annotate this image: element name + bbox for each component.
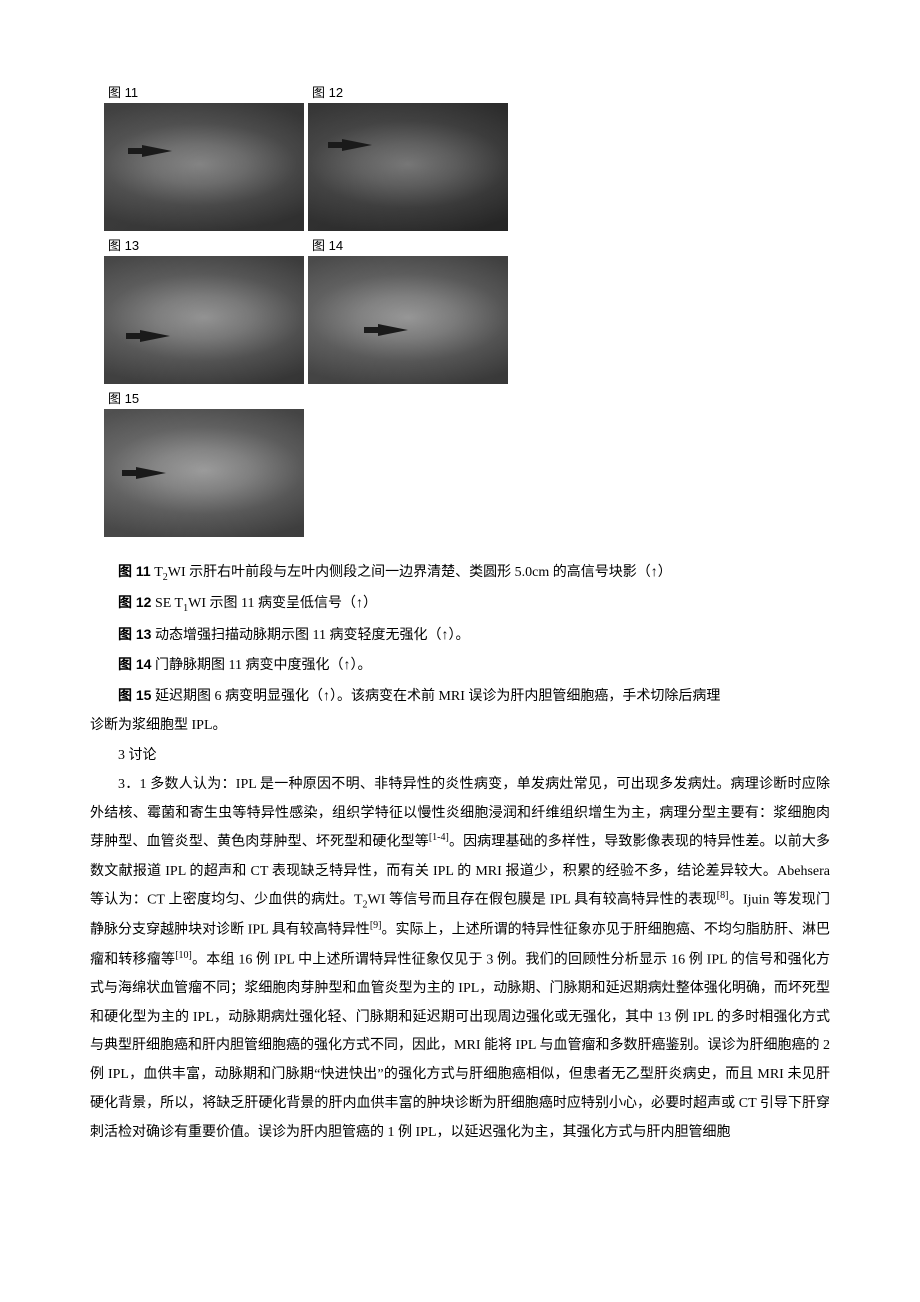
caption-11-t1: T [151, 565, 163, 580]
figure-15-image [104, 409, 304, 537]
caption-13: 图 13 动态增强扫描动脉期示图 11 病变轻度无强化（↑）。 [90, 620, 830, 651]
caption-15-b: 诊断为浆细胞型 IPL。 [90, 712, 830, 741]
p31-c: WI 等信号而且存在假包膜是 IPL 具有较高特异性的表现 [368, 893, 717, 908]
figure-row-1: 图 11 图 12 [104, 80, 830, 231]
figure-13-label: 图 13 [104, 233, 304, 256]
caption-14: 图 14 门静脉期图 11 病变中度强化（↑）。 [90, 650, 830, 681]
figure-14: 图 14 [308, 233, 508, 384]
figure-13: 图 13 [104, 233, 304, 384]
paragraph-3-1: 3．1 多数人认为：IPL 是一种原因不明、非特异性的炎性病变，单发病灶常见，可… [90, 771, 830, 1147]
arrow-icon [378, 324, 408, 336]
figure-13-image [104, 256, 304, 384]
caption-15-text-b: 诊断为浆细胞型 IPL。 [90, 718, 227, 733]
figure-12: 图 12 [308, 80, 508, 231]
figure-11-label: 图 11 [104, 80, 304, 103]
arrow-icon [142, 145, 172, 157]
figure-row-3: 图 15 [104, 386, 830, 537]
figure-captions: 图 11 T2WI 示肝右叶前段与左叶内侧段之间一边界清楚、类圆形 5.0cm … [90, 557, 830, 740]
figure-14-label: 图 14 [308, 233, 508, 256]
discussion-section: 3 讨论 3．1 多数人认为：IPL 是一种原因不明、非特异性的炎性病变，单发病… [90, 742, 830, 1147]
caption-13-label: 图 13 [118, 626, 151, 642]
caption-12-t2: WI 示图 11 病变呈低信号（↑） [188, 596, 377, 611]
caption-15-text-a: 延迟期图 6 病变明显强化（↑）。该病变在术前 MRI 误诊为肝内胆管细胞癌，手… [151, 689, 720, 704]
cite-sup-9: [9] [370, 920, 382, 931]
figure-12-label: 图 12 [308, 80, 508, 103]
arrow-icon [140, 330, 170, 342]
figure-grid: 图 11 图 12 图 13 图 14 [104, 80, 830, 537]
caption-11-label: 图 11 [118, 563, 151, 579]
cite-sup-8: [8] [717, 890, 729, 901]
section-heading: 3 讨论 [90, 742, 830, 771]
figure-15-label: 图 15 [104, 386, 304, 409]
arrow-icon [342, 139, 372, 151]
figure-11-image [104, 103, 304, 231]
figure-15: 图 15 [104, 386, 304, 537]
figure-12-image [308, 103, 508, 231]
caption-14-text: 门静脉期图 11 病变中度强化（↑）。 [151, 658, 371, 673]
page-root: 图 11 图 12 图 13 图 14 [0, 0, 920, 1207]
caption-11: 图 11 T2WI 示肝右叶前段与左叶内侧段之间一边界清楚、类圆形 5.0cm … [90, 557, 830, 588]
caption-15-label: 图 15 [118, 687, 151, 703]
caption-12-label: 图 12 [118, 594, 151, 610]
arrow-icon [136, 467, 166, 479]
caption-11-t2: WI 示肝右叶前段与左叶内侧段之间一边界清楚、类圆形 5.0cm 的高信号块影（… [168, 565, 672, 580]
figure-11: 图 11 [104, 80, 304, 231]
section-heading-text: 3 讨论 [118, 748, 157, 763]
caption-15-a: 图 15 延迟期图 6 病变明显强化（↑）。该病变在术前 MRI 误诊为肝内胆管… [90, 681, 830, 712]
caption-12: 图 12 SE T1WI 示图 11 病变呈低信号（↑） [90, 588, 830, 619]
caption-14-label: 图 14 [118, 656, 151, 672]
figure-row-2: 图 13 图 14 [104, 233, 830, 384]
figure-14-image [308, 256, 508, 384]
caption-12-t1: SE T [151, 596, 183, 611]
p31-f: 。本组 16 例 IPL 中上述所谓特异性征象仅见于 3 例。我们的回顾性分析显… [90, 952, 830, 1139]
caption-13-text: 动态增强扫描动脉期示图 11 病变轻度无强化（↑）。 [151, 628, 469, 643]
cite-sup-10: [10] [175, 950, 192, 961]
cite-sup-1-4: [1-4] [429, 832, 449, 843]
